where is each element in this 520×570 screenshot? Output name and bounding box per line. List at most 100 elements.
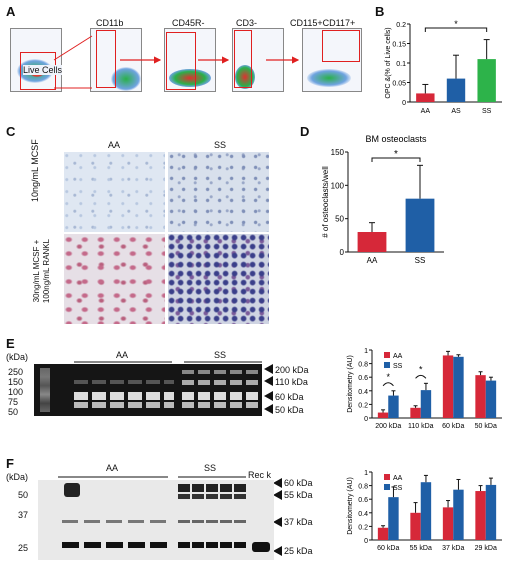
chart-b-significance-bracket <box>424 27 488 32</box>
wb-f-ss-37-band <box>178 520 246 523</box>
gate-cd3 <box>234 30 252 88</box>
flow-plot-cd45r <box>164 28 216 92</box>
flow-plot-cd11b <box>90 28 142 92</box>
panel-d-letter: D <box>300 124 310 139</box>
chart-d-osteoclasts: 0 50 100 150 AA SS # of osteoclasts/well BM ost… <box>321 134 444 265</box>
row-label-mcsf: 10ng/mL MCSF <box>30 139 40 202</box>
micrograph-ss-mcsf <box>168 152 269 232</box>
chart-e-legend-swatch <box>384 362 390 368</box>
chart-b-opc: 0 0.05 0.1 0.15 0.2 AA AS SS OPC &(% of Live cel… <box>385 19 502 115</box>
gate-label-cd11b: CD11b <box>96 18 124 28</box>
gel-e-ladder-250: 250 <box>8 367 24 377</box>
chart-b-y-axis-label: OPC &(% of Live cells) <box>385 27 392 98</box>
chart-e-bar <box>475 375 486 418</box>
chart-e-significance-bracket <box>382 382 394 387</box>
chart-f-bar <box>420 482 432 540</box>
chart-b-category-label: SS <box>482 108 492 115</box>
wb-f-reck-band <box>252 542 270 552</box>
chart-f-category-label: 60 kDa <box>377 545 399 552</box>
chart-f-ytick-label: 0.2 <box>358 524 368 531</box>
wb-f-ss-25-band <box>178 542 246 548</box>
panel-b-letter: B <box>375 4 385 19</box>
chart-f-ytick-label: 0.6 <box>358 497 368 504</box>
chart-f-category-label: 29 kDa <box>475 545 497 552</box>
wb-f-ss-60-band <box>178 484 246 492</box>
wb-f-aa-lane1-60 <box>64 483 80 497</box>
chart-b-category-label: AS <box>451 108 461 115</box>
gel-e-ss-50-band <box>182 402 260 408</box>
live-cells-label: Live Cells <box>23 65 63 75</box>
chart-e-densitometry: 0 0.2 0.4 0.6 0.8 1 200 kDa * 110 kDa * 60 kDa 50 k… <box>347 348 502 430</box>
chart-d-bar <box>405 198 435 252</box>
chart-d-ytick-label: 100 <box>331 181 345 190</box>
chart-e-significance-star: * <box>386 372 390 382</box>
gel-e-arrow-200 <box>264 364 273 374</box>
chart-e-y-axis-label: Densitometry (AU) <box>347 355 354 413</box>
gel-e-aa-50-band <box>74 402 174 408</box>
zymogram-gel-e <box>34 364 262 416</box>
chart-e-ytick-label: 0.4 <box>358 389 368 396</box>
chart-f-bar <box>410 512 421 540</box>
gel-e-arrow-50 <box>264 404 273 414</box>
panel-a-letter: A <box>6 4 16 19</box>
chart-b-ytick-label: 0.1 <box>396 61 406 68</box>
gel-e-aa-110-band <box>74 380 174 384</box>
wb-f-ladder-37: 37 <box>18 510 29 520</box>
chart-b-significance-star: * <box>454 19 458 29</box>
chart-e-ytick-label: 0.8 <box>358 362 368 369</box>
chart-d-category-label: SS <box>415 256 426 265</box>
chart-e-bar <box>485 380 497 418</box>
chart-e-bar <box>410 407 421 418</box>
chart-f-legend-label: SS <box>393 485 403 492</box>
chart-d-bar <box>357 232 387 252</box>
wb-f-band-25: 25 kDa <box>284 546 313 556</box>
chart-e-ytick-label: 0.2 <box>358 402 368 409</box>
micrograph-aa-rankl <box>64 234 165 324</box>
chart-d-category-label: AA <box>367 256 378 265</box>
chart-e-legend-label: AA <box>393 353 403 360</box>
wb-f-band-37: 37 kDa <box>284 517 313 527</box>
gel-e-ss-110-band <box>182 380 260 385</box>
wb-f-band-60: 60 kDa <box>284 478 313 488</box>
wb-f-group-ss: SS <box>204 463 217 473</box>
chart-e-ytick-label: 0.6 <box>358 375 368 382</box>
wb-f-arrow-25 <box>273 546 282 556</box>
chart-f-ytick-label: 0.8 <box>358 484 368 491</box>
chart-f-ytick-label: 1 <box>364 470 368 477</box>
chart-e-bar <box>377 412 389 418</box>
gate-cd11b <box>96 30 116 88</box>
chart-e-significance-bracket <box>415 374 427 379</box>
gel-e-ss-60-band <box>182 392 260 400</box>
gel-e-ladder-100: 100 <box>8 387 24 397</box>
chart-d-title: BM osteoclasts <box>365 134 427 144</box>
chart-e-ytick-label: 0 <box>364 416 368 423</box>
chart-d-significance-star: * <box>394 149 398 160</box>
wb-f-arrow-55 <box>273 490 282 500</box>
wb-f-arrow-60 <box>273 478 282 488</box>
gel-e-group-ss: SS <box>214 350 227 360</box>
chart-e-significance-star: * <box>419 364 423 374</box>
gate-opc <box>322 30 360 62</box>
gel-e-overlays <box>74 361 273 414</box>
gel-e-arrow-110 <box>264 376 273 386</box>
chart-e-ytick-label: 1 <box>364 348 368 355</box>
wb-f-ladder-25: 25 <box>18 543 29 553</box>
gel-e-arrow-60 <box>264 391 273 401</box>
flow-plot-cd115-cd117 <box>302 28 362 92</box>
chart-f-densitometry: 0 0.2 0.4 0.6 0.8 1 60 kDa 55 kDa 37 kDa 29 kDa De… <box>347 470 502 552</box>
gate-label-cd45r: CD45R- <box>172 18 205 28</box>
chart-e-bar <box>420 390 432 418</box>
wb-f-ladder-50: 50 <box>18 490 29 500</box>
col-label-ss: SS <box>214 140 227 150</box>
chart-f-legend-label: AA <box>393 475 403 482</box>
wb-f-kda-unit: (kDa) <box>6 472 28 482</box>
row-label-mcsf-rankl: 30ng/mL MCSF + 100ng/mL RANKL <box>32 238 51 304</box>
wb-f-aa-25-band <box>62 542 172 548</box>
micrograph-aa-mcsf <box>64 152 165 232</box>
gel-e-ladder-75: 75 <box>8 397 19 407</box>
chart-e-category-label: 110 kDa <box>408 423 434 430</box>
chart-e-category-label: 50 kDa <box>475 423 497 430</box>
chart-f-legend-swatch <box>384 484 390 490</box>
chart-f-category-label: 55 kDa <box>410 545 432 552</box>
gel-e-band-110: 110 kDa <box>275 377 308 387</box>
